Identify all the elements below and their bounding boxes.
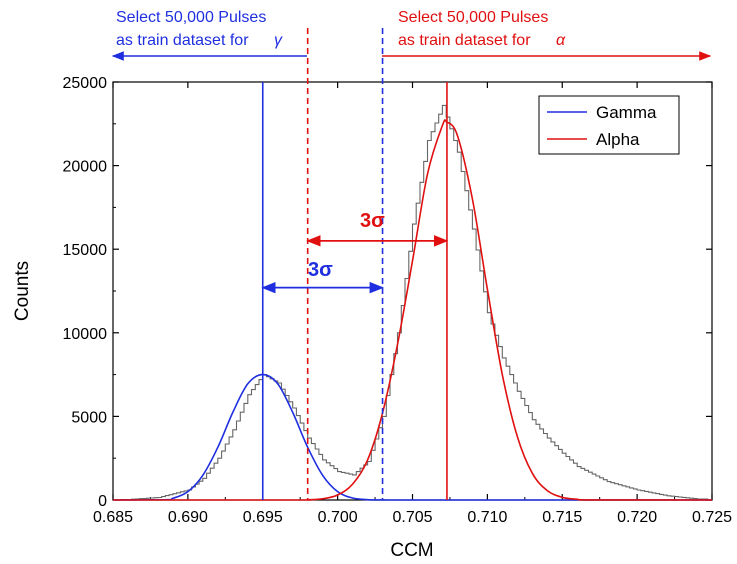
legend-gamma-label: Gamma [596,103,657,122]
y-tick-label: 10000 [63,326,108,343]
gamma-select-line2: as train dataset for [116,32,249,49]
x-tick-label: 0.720 [617,509,657,526]
x-axis-label: CCM [390,540,433,561]
x-tick-label: 0.690 [168,509,208,526]
alpha-symbol: α [556,32,566,49]
gamma-sigma-label: 3σ [308,259,333,281]
y-axis-label: Counts [12,261,33,321]
ccm-histogram [120,104,709,501]
y-tick-label: 0 [98,493,107,510]
alpha-select-line1: Select 50,000 Pulses [398,9,548,26]
x-tick-label: 0.725 [692,509,732,526]
gamma-symbol: γ [274,32,283,49]
x-tick-label: 0.705 [392,509,432,526]
y-tick-label: 20000 [63,159,108,176]
alpha-select-line2: as train dataset for [398,32,531,49]
y-tick-label: 5000 [71,409,107,426]
legend-box [538,95,680,155]
gamma-select-line1: Select 50,000 Pulses [116,9,266,26]
x-tick-label: 0.700 [318,509,358,526]
gamma-fit-curve [112,373,712,501]
y-tick-label: 15000 [63,242,108,259]
x-tick-label: 0.710 [467,509,507,526]
legend: Gamma Alpha [538,95,680,155]
x-tick-label: 0.685 [93,509,133,526]
alpha-fit-curve [112,119,713,501]
alpha-sigma-label: 3σ [360,210,385,232]
y-tick-label: 25000 [63,75,108,92]
x-tick-label: 0.715 [542,509,582,526]
x-tick-label: 0.695 [243,509,283,526]
legend-alpha-label: Alpha [596,130,640,149]
